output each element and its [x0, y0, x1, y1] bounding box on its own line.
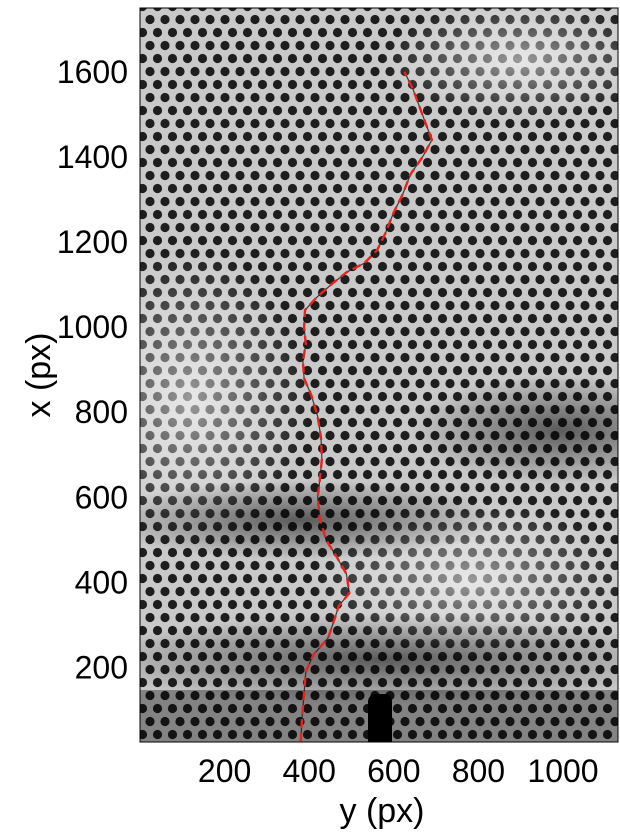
x-axis-ticks: 200 400 600 800 1000 [198, 753, 599, 789]
y-axis-title: x (px) [20, 333, 58, 418]
x-tick-label: 600 [367, 753, 420, 789]
x-tick-label: 1000 [527, 753, 598, 789]
dark-region [140, 480, 500, 560]
y-tick-label: 1600 [57, 54, 128, 90]
x-tick-label: 400 [283, 753, 336, 789]
bright-region [380, 8, 618, 120]
y-axis-ticks: 200 400 600 800 1000 1200 1400 1600 [57, 54, 128, 686]
y-tick-label: 600 [75, 479, 128, 515]
plot-frame [139, 7, 619, 743]
dark-region [410, 375, 618, 485]
y-tick-label: 800 [75, 394, 128, 430]
y-tick-label: 200 [75, 650, 128, 686]
x-tick-label: 200 [198, 753, 251, 789]
bright-region [140, 250, 310, 550]
plot-area [140, 8, 618, 742]
series-line [299, 71, 434, 742]
x-tick-label: 800 [452, 753, 505, 789]
y-tick-label: 1200 [57, 224, 128, 260]
y-tick-label: 1000 [57, 309, 128, 345]
specimen-notch [368, 694, 392, 742]
x-axis-title: y (px) [340, 792, 425, 830]
series-layer [299, 71, 434, 742]
dark-region [140, 615, 618, 705]
y-tick-label: 1400 [57, 139, 128, 175]
y-tick-label: 400 [75, 564, 128, 600]
